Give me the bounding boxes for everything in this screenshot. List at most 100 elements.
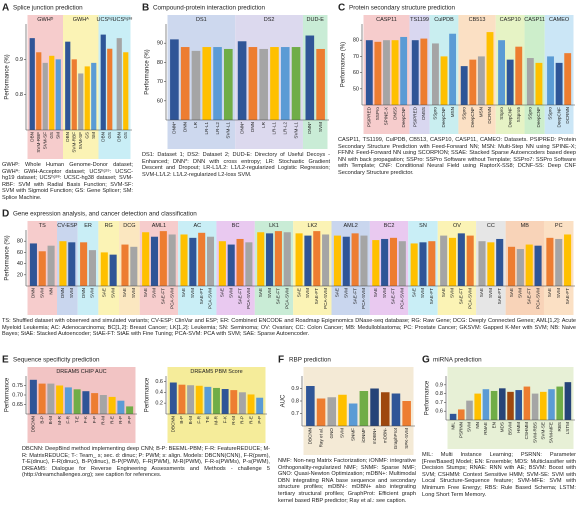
y-tick-label: 0.8 [15, 92, 23, 98]
group-label: DUD-E [307, 17, 325, 23]
category-label: SVM-RBF [71, 132, 76, 153]
bar [47, 245, 55, 286]
bar [496, 238, 504, 286]
category-label: LR [193, 121, 198, 128]
panel-heading: Splice junction prediction [13, 5, 83, 12]
category-label: DeepCNF [401, 107, 406, 128]
bar [82, 391, 90, 414]
bar [508, 246, 516, 286]
bar [56, 385, 64, 414]
bar [108, 396, 116, 414]
category-label: SPK-SVM [404, 428, 409, 449]
bar [295, 233, 303, 286]
category-label: SVM [488, 288, 493, 298]
category-label: F-R [196, 415, 201, 423]
category-label: SVM [228, 288, 233, 298]
category-label: SAE [258, 288, 263, 297]
bar [126, 406, 134, 414]
bar [180, 234, 188, 286]
category-label: SVM-RBS [532, 422, 537, 443]
bar [213, 387, 220, 414]
group-label: BC2 [384, 223, 395, 229]
bar [245, 242, 253, 286]
group-label: DCG [123, 223, 135, 229]
category-label: PSIPRED [367, 106, 372, 127]
panel-letter: E [2, 355, 9, 366]
bar [410, 243, 418, 286]
category-label: SAE [335, 288, 340, 297]
category-label: SSPro [375, 107, 380, 121]
bar [218, 241, 226, 286]
bar [248, 47, 258, 120]
bar [59, 241, 67, 286]
y-tick-label: 0.9 [291, 386, 299, 392]
y-tick-label: 0.7 [291, 411, 299, 417]
panel-letter: A [2, 3, 9, 14]
group-label: CASP11 [524, 17, 545, 23]
category-label: GS [107, 132, 112, 139]
category-label: GNO [329, 428, 334, 439]
panel-letter: C [338, 3, 345, 14]
bar [380, 392, 390, 426]
y-tick-label: 90 [157, 41, 163, 47]
group-label: CV-ESP [57, 223, 78, 229]
category-label: NN [48, 288, 53, 295]
bar [448, 237, 457, 286]
y-axis-label: Performance (%) [5, 54, 11, 99]
bar [391, 40, 399, 106]
bar [178, 384, 186, 414]
category-label: DBCNN [31, 416, 36, 432]
bar [534, 245, 542, 286]
category-label: T-E [74, 416, 79, 423]
category-label: SAE [373, 288, 378, 297]
panel-heading: Sequence specificity prediction [13, 357, 100, 364]
y-tick-label: 60 [17, 250, 23, 256]
bar [458, 409, 465, 420]
group-label: CC [487, 223, 495, 229]
category-label: SVM [152, 288, 157, 298]
category-label: SAE-FT [497, 288, 502, 305]
group-label: DS1 [196, 17, 207, 23]
category-label: B-M [188, 416, 193, 425]
category-label: DBCNN [171, 416, 176, 432]
bar [466, 400, 473, 420]
bar [65, 41, 71, 130]
category-label: SVM [318, 122, 323, 132]
category-label: SVM [69, 288, 74, 298]
y-tick-label: 0.75 [12, 383, 23, 389]
bar [236, 238, 244, 286]
bar [555, 62, 563, 105]
caption: NMF: Non-neg Matrix Factorization; iONMF… [278, 458, 416, 504]
bar [338, 394, 347, 426]
category-label: SAE [509, 288, 514, 297]
bar [449, 33, 457, 105]
bar [370, 388, 379, 426]
category-label: DBN [100, 132, 105, 142]
category-label: DBN [29, 132, 34, 142]
bar [107, 48, 113, 130]
category-label: SVM-RBF [36, 132, 41, 153]
category-label: PSIPRED [412, 106, 417, 127]
bar [109, 254, 117, 286]
category-label: SVM [340, 428, 345, 438]
bar [78, 73, 84, 130]
category-label: GS [49, 132, 54, 139]
y-axis-label: Performance (%) [5, 235, 11, 280]
category-label: DBN [65, 132, 70, 142]
category-label: RNAE [483, 422, 488, 435]
bar [564, 53, 572, 105]
panel-heading: miRNA prediction [433, 357, 482, 364]
category-label: DeepCNF [556, 107, 561, 128]
category-label: PCA-SVM [169, 288, 174, 309]
bar [36, 52, 42, 131]
bar [257, 232, 265, 286]
group-background [235, 15, 303, 149]
group-background [119, 221, 140, 315]
y-tick-label: 60 [157, 98, 163, 104]
bar [29, 38, 35, 131]
bar [431, 43, 439, 105]
category-label: B-P [39, 416, 44, 424]
category-label: SVM [110, 288, 115, 298]
y-tick-label: 80 [353, 38, 359, 44]
